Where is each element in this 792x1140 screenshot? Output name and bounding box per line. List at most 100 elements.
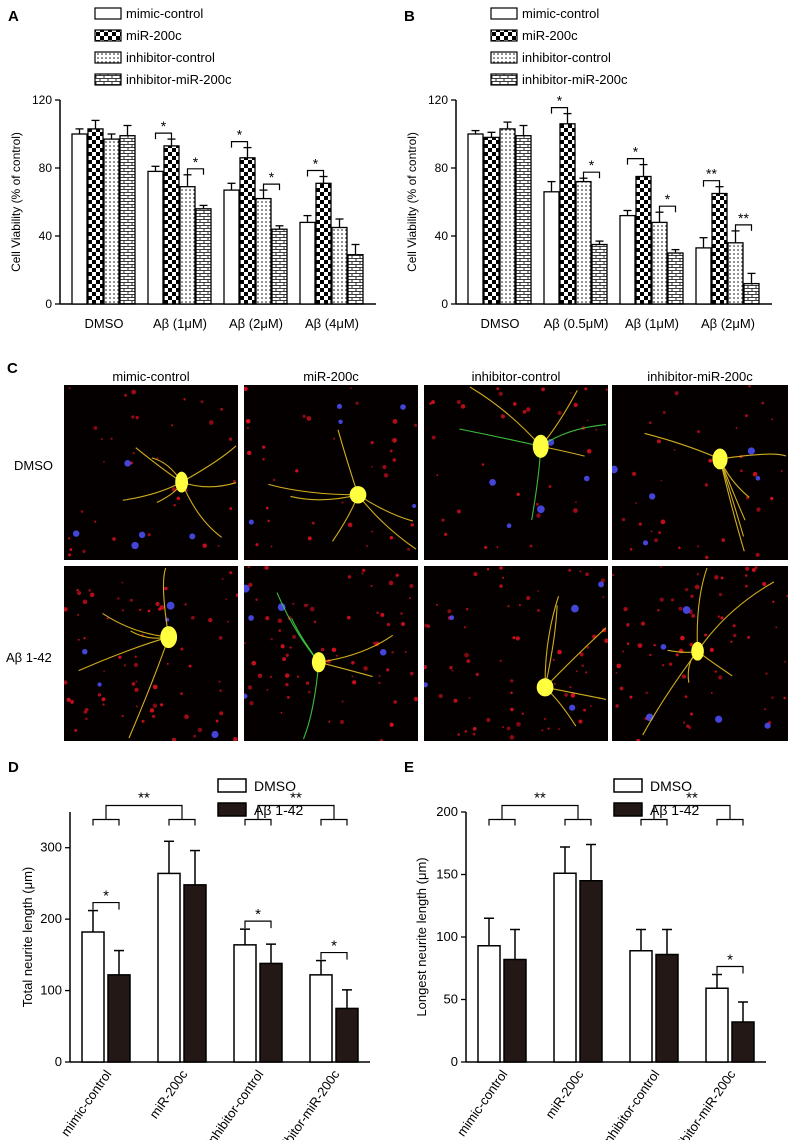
soma: [712, 448, 728, 470]
red-speck: [172, 737, 177, 741]
significance-label: *: [269, 169, 275, 185]
significance-bracket: [501, 804, 579, 820]
bar: [335, 1007, 359, 1063]
red-speck: [68, 537, 71, 540]
red-speck: [388, 580, 394, 586]
nucleus: [649, 493, 656, 500]
red-speck: [640, 621, 646, 626]
y-tick-label: 50: [444, 992, 458, 1007]
red-speck: [244, 642, 246, 645]
red-speck: [456, 509, 461, 514]
x-tick-label: DMSO: [481, 316, 520, 331]
y-tick-label: 0: [441, 297, 448, 311]
red-speck: [139, 608, 142, 611]
red-speck: [122, 609, 124, 612]
red-speck: [650, 530, 653, 533]
significance-label: **: [138, 790, 150, 807]
micrograph-background: [64, 385, 238, 560]
red-speck: [413, 696, 418, 702]
red-speck: [516, 721, 521, 727]
red-speck: [149, 708, 155, 713]
bar: [559, 123, 576, 305]
red-speck: [135, 705, 138, 708]
micrograph-image: [612, 385, 788, 560]
red-speck: [97, 693, 102, 697]
legend-swatch: [613, 778, 643, 793]
significance-label: *: [313, 156, 319, 172]
nucleus: [277, 603, 286, 612]
red-speck: [83, 636, 86, 640]
significance-bracket: [257, 804, 335, 820]
red-speck: [221, 578, 224, 580]
legend-label: mimic-control: [522, 6, 599, 21]
significance-bracket: [92, 818, 120, 826]
bar: [629, 950, 653, 1063]
red-speck: [697, 545, 700, 548]
neurite: [544, 595, 560, 688]
red-speck: [117, 597, 120, 600]
nucleus: [166, 601, 175, 610]
x-tick-label: Aβ (4μM): [305, 316, 359, 331]
significance-bracket: [582, 171, 601, 179]
red-speck: [386, 622, 391, 627]
red-speck: [156, 457, 159, 460]
red-speck: [502, 576, 505, 579]
significance-label: *: [665, 191, 671, 207]
significance-label: **: [290, 790, 302, 807]
red-speck: [581, 664, 584, 667]
red-speck: [392, 419, 398, 424]
red-speck: [589, 705, 592, 708]
red-speck: [247, 566, 251, 569]
red-speck: [645, 691, 649, 695]
micrograph-image: [244, 385, 418, 560]
red-speck: [255, 543, 259, 547]
red-speck: [496, 387, 500, 391]
y-tick-label: 100: [436, 929, 458, 944]
significance-bracket: [488, 818, 516, 826]
y-tick-label: 200: [436, 804, 458, 819]
red-speck: [496, 546, 499, 548]
micrograph-background: [424, 385, 608, 560]
red-speck: [464, 729, 468, 733]
bar: [503, 958, 527, 1063]
red-speck: [548, 485, 552, 488]
red-speck: [584, 387, 588, 391]
y-tick-label: 0: [55, 1054, 62, 1069]
red-speck: [82, 549, 86, 554]
red-speck: [282, 657, 287, 662]
nucleus: [211, 730, 219, 739]
red-speck: [77, 638, 80, 641]
red-speck: [134, 687, 139, 692]
red-speck: [180, 692, 183, 696]
red-speck: [659, 566, 663, 568]
neurite: [696, 567, 708, 652]
red-speck: [336, 654, 338, 657]
red-speck: [228, 437, 233, 441]
red-speck: [302, 414, 306, 418]
nucleus: [336, 403, 343, 409]
red-speck: [583, 708, 586, 712]
red-speck: [152, 703, 158, 709]
red-speck: [747, 635, 751, 639]
red-speck: [64, 607, 68, 612]
red-speck: [568, 568, 572, 572]
red-speck: [507, 605, 510, 608]
red-speck: [404, 651, 407, 653]
red-speck: [784, 660, 786, 663]
red-speck: [188, 664, 192, 668]
red-speck: [705, 555, 709, 560]
red-speck: [133, 662, 139, 668]
red-speck: [457, 733, 460, 736]
red-speck: [543, 717, 547, 721]
bar: [179, 186, 196, 305]
legend-swatch: [94, 73, 122, 86]
y-axis-label: Cell Viability (% of control): [405, 132, 419, 272]
red-speck: [110, 437, 113, 440]
panel-c: C mimic-control miR-200c inhibitor-contr…: [0, 352, 792, 747]
red-speck: [389, 449, 393, 453]
red-speck: [678, 606, 683, 611]
significance-label: *: [193, 154, 199, 170]
red-speck: [735, 427, 738, 429]
red-speck: [186, 489, 189, 492]
